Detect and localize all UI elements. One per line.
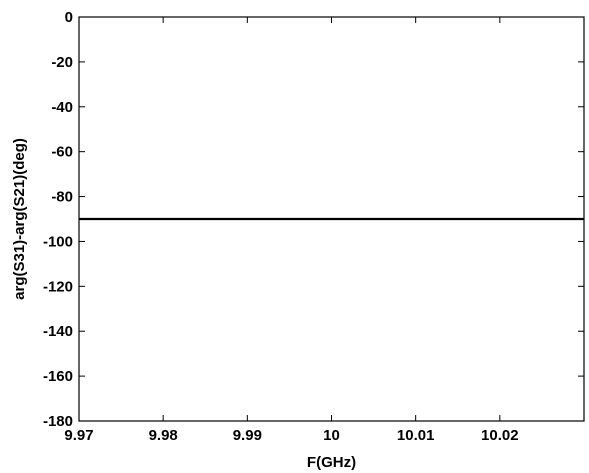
x-axis-ticks: 9.97 9.98 9.99 10 10.01 10.02 bbox=[64, 17, 519, 444]
y-tick-label: -40 bbox=[51, 99, 73, 116]
y-tick-label: -140 bbox=[43, 323, 73, 340]
y-axis-label: arg(S31)-arg(S21)(deg) bbox=[11, 138, 28, 300]
y-tick-label: -60 bbox=[51, 144, 73, 161]
x-tick-label: 10 bbox=[323, 427, 340, 444]
y-tick-label: 0 bbox=[65, 9, 73, 26]
y-tick-label: -180 bbox=[43, 413, 73, 430]
y-tick-label: -120 bbox=[43, 278, 73, 295]
x-tick-label: 9.98 bbox=[149, 427, 178, 444]
y-tick-label: -20 bbox=[51, 54, 73, 71]
x-tick-label: 9.97 bbox=[64, 427, 93, 444]
y-axis-ticks: 0 -20 -40 -60 -80 -100 -120 -140 -160 -180 bbox=[43, 9, 584, 430]
x-tick-label: 10.01 bbox=[397, 427, 435, 444]
x-tick-label: 10.02 bbox=[481, 427, 519, 444]
y-tick-label: -80 bbox=[51, 189, 73, 206]
y-tick-label: -100 bbox=[43, 233, 73, 250]
y-tick-label: -160 bbox=[43, 368, 73, 385]
x-tick-label: 9.99 bbox=[233, 427, 262, 444]
x-axis-label: F(GHz) bbox=[307, 454, 356, 471]
